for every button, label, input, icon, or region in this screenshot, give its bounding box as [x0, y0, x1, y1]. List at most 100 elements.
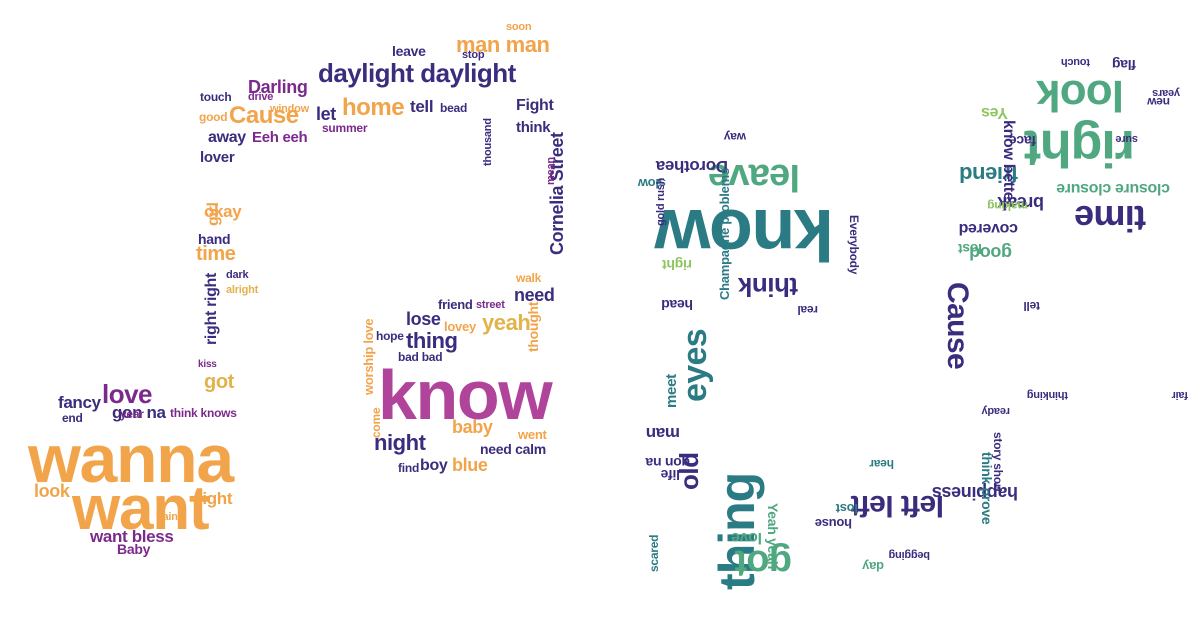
note-right-word: begging [888, 549, 930, 561]
note-right-word: lost [835, 501, 858, 516]
note-right-word: scared [647, 534, 661, 572]
note-right-word: time [1074, 198, 1146, 239]
note-right-word: life [660, 467, 680, 483]
note-left-word: love [102, 379, 152, 409]
note-left-word: got [204, 371, 234, 393]
note-left-word: stop [462, 49, 485, 61]
note-right-word: eyes [676, 329, 714, 402]
note-right-word: covered [958, 220, 1018, 237]
note-left-word: away [208, 129, 246, 146]
note-left-word: find [398, 461, 420, 475]
note-right-word: face [1009, 133, 1036, 149]
note-right-word: right [1024, 119, 1135, 177]
note-left-word: drive [248, 91, 274, 103]
note-left-word: bead [440, 101, 468, 115]
note-right-word: hear [869, 457, 894, 471]
note-right-word: look [1037, 71, 1124, 120]
note-left-word: know [378, 356, 553, 434]
note-left-word: wanna [28, 421, 234, 497]
note-left-word: hand [198, 231, 231, 247]
note-right-word: making [987, 199, 1028, 213]
note-right-word: story short [991, 432, 1005, 493]
note-right-word: Cause [941, 282, 974, 370]
note-right-word: sure [1115, 133, 1138, 145]
note-right-word: way [724, 130, 746, 144]
note-right-word: real [797, 303, 818, 317]
note-right-word: man [646, 424, 680, 443]
note-left-word: let [316, 104, 336, 124]
note-left-word: Cause [229, 102, 299, 129]
note-right-word: gold rush [655, 177, 667, 226]
note-left-word: fancy [58, 393, 101, 412]
note-right-word: head [661, 297, 693, 313]
note-left-word: walk [516, 271, 542, 285]
note-left-word: okay [204, 202, 242, 221]
note-left-word: Fight [516, 97, 554, 114]
note-right-word: think [738, 272, 798, 302]
note-left-word: lose [406, 309, 441, 329]
note-left-word: need [514, 285, 555, 305]
note-left-word: street [476, 299, 505, 311]
note-right-word: love [731, 529, 762, 546]
note-left-word: alright [226, 284, 259, 296]
note-left-word: gon na [112, 403, 166, 422]
note-left-word: good [199, 110, 228, 124]
note-left-word: year [120, 407, 144, 421]
note-left-word: baby [452, 417, 493, 437]
note-right-word: day [862, 559, 884, 574]
note-right-word: tell [1023, 299, 1040, 313]
note-left-word: light [198, 489, 233, 508]
note-left-word: Baby [117, 541, 151, 557]
note-right-word: ready [981, 405, 1010, 417]
note-right-word: Everybody [847, 215, 861, 275]
note-left-word: end [62, 411, 83, 425]
note-left-word: kiss [198, 359, 217, 370]
note-left-word: night [374, 430, 426, 455]
note-right-word: years [1152, 87, 1180, 99]
note-left-word: lover [200, 149, 235, 166]
note-left-word: touch [200, 90, 232, 104]
note-right-word: thinking [1026, 389, 1068, 401]
note-left-word: look [34, 481, 70, 501]
note-left-word: thing [406, 328, 458, 353]
note-left-word: yeah [482, 310, 531, 335]
note-right-word: Champagne problems [717, 168, 732, 300]
note-left-word: boy [420, 457, 448, 474]
note-left-word: man man [456, 32, 550, 57]
note-left-word: time [196, 243, 236, 265]
note-right-word: house [815, 516, 852, 531]
note-right-word: left left [851, 489, 944, 522]
note-left-word: need calm [480, 441, 546, 457]
note-left-word: leave [392, 43, 426, 59]
note-left-word: want [72, 474, 210, 543]
note-left-word: window [270, 103, 310, 115]
note-right-word: flag [1112, 57, 1136, 73]
note-right-word: lost [958, 241, 982, 257]
note-left-word: tell [410, 97, 434, 116]
note-left-word: friend [438, 297, 473, 312]
note-left-word: soon [506, 21, 532, 33]
note-left-word: paint [156, 511, 182, 523]
note-left-word: hope [376, 329, 404, 343]
note-left-word: blue [452, 455, 488, 475]
note-right-word: touch [1061, 56, 1090, 68]
note-right-word: got [735, 542, 792, 584]
note-left-word: Eeh eeh [252, 129, 308, 146]
note-right-word: Yes [981, 104, 1008, 121]
note-left-word: think knows [170, 406, 237, 420]
note-left-word: went [518, 427, 547, 442]
note-left-word: home [342, 94, 405, 121]
note-left-word: summer [322, 121, 368, 135]
note-right-word: meet [663, 374, 680, 408]
note-left-word: daylight daylight [318, 58, 516, 88]
note-left-word: want bless [90, 527, 174, 546]
note-left-word: think [516, 119, 551, 136]
note-left-word: Darling [248, 77, 308, 97]
note-right-word: right [662, 257, 692, 273]
note-left-word: lovey [444, 319, 476, 334]
note-right-word: happiness [932, 483, 1018, 503]
note-right-word: Yeah yeah [765, 503, 781, 569]
